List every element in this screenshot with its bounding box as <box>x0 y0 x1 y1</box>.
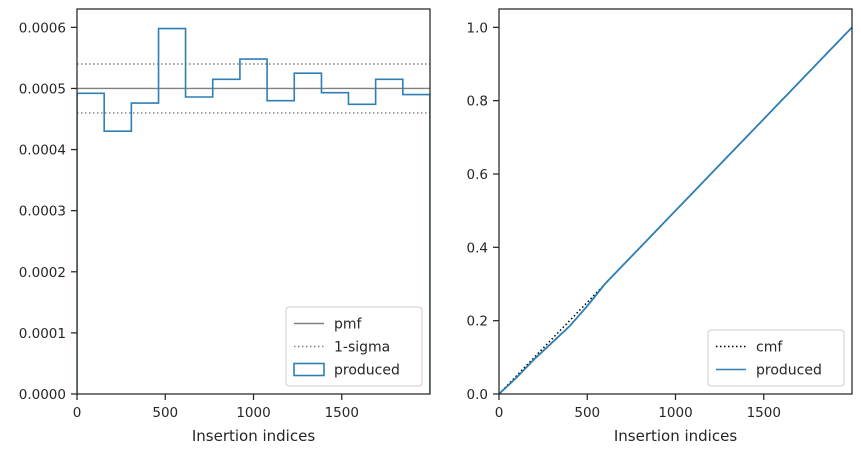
left-legend: pmf 1-sigma produced <box>285 306 423 387</box>
right-y-tick-label: 0.8 <box>467 94 488 110</box>
right-legend-produced-label: produced <box>756 363 822 379</box>
left-legend-1-sigma-label: 1-sigma <box>334 340 390 356</box>
left-x-tick-label: 1000 <box>236 405 270 421</box>
right-y-tick-label: 1.0 <box>467 20 488 36</box>
left-plot-area <box>77 27 430 394</box>
right-y-tick-label: 0.6 <box>467 167 488 183</box>
left-axes-frame <box>76 8 431 395</box>
right-ticks: 0 500 1000 1500 0.0 0.2 0.4 0.6 0.8 1.0 <box>467 20 781 421</box>
left-y-tick-label: 0.0002 <box>19 265 66 281</box>
left-y-tick-label: 0.0000 <box>19 387 66 403</box>
left-legend-box <box>285 306 423 387</box>
right-legend-box <box>707 329 845 387</box>
right-series-produced <box>499 26 852 394</box>
right-x-tick-label: 0 <box>495 405 504 421</box>
left-series-group <box>77 27 430 394</box>
left-panel: 0 500 1000 1500 0.0000 0.0001 0.0002 0.0003 0.00… <box>19 8 431 445</box>
left-y-tick-label: 0.0006 <box>19 20 66 36</box>
right-x-tick-label: 1000 <box>658 405 692 421</box>
right-panel: 0 500 1000 1500 0.0 0.2 0.4 0.6 0.8 1.0 Insertion… <box>467 8 853 445</box>
right-x-axis-label: Insertion indices <box>614 427 737 445</box>
right-axes-frame <box>498 8 853 395</box>
left-legend-pmf-label: pmf <box>334 317 363 333</box>
left-series-produced <box>77 27 430 394</box>
left-legend-produced-label: produced <box>334 363 400 379</box>
right-legend-cmf-label: cmf <box>756 340 783 356</box>
right-series-group <box>499 26 852 394</box>
left-x-tick-label: 0 <box>73 405 82 421</box>
left-ticks: 0 500 1000 1500 0.0000 0.0001 0.0002 0.0003 0.00… <box>19 20 359 421</box>
left-y-tick-label: 0.0001 <box>19 326 66 342</box>
left-x-tick-label: 500 <box>152 405 178 421</box>
right-legend: cmf produced <box>707 329 845 387</box>
left-y-tick-label: 0.0005 <box>19 81 66 97</box>
left-x-axis-label: Insertion indices <box>192 427 315 445</box>
left-y-tick-label: 0.0003 <box>19 204 66 220</box>
right-y-tick-label: 0.2 <box>467 314 488 330</box>
right-x-tick-label: 1500 <box>747 405 781 421</box>
right-x-tick-label: 500 <box>574 405 600 421</box>
right-y-tick-label: 0.0 <box>467 387 488 403</box>
left-x-tick-label: 1500 <box>325 405 359 421</box>
left-y-tick-label: 0.0004 <box>19 143 66 159</box>
left-legend-produced-swatch <box>293 362 325 377</box>
right-y-tick-label: 0.4 <box>467 240 488 256</box>
right-plot-area <box>499 26 852 394</box>
